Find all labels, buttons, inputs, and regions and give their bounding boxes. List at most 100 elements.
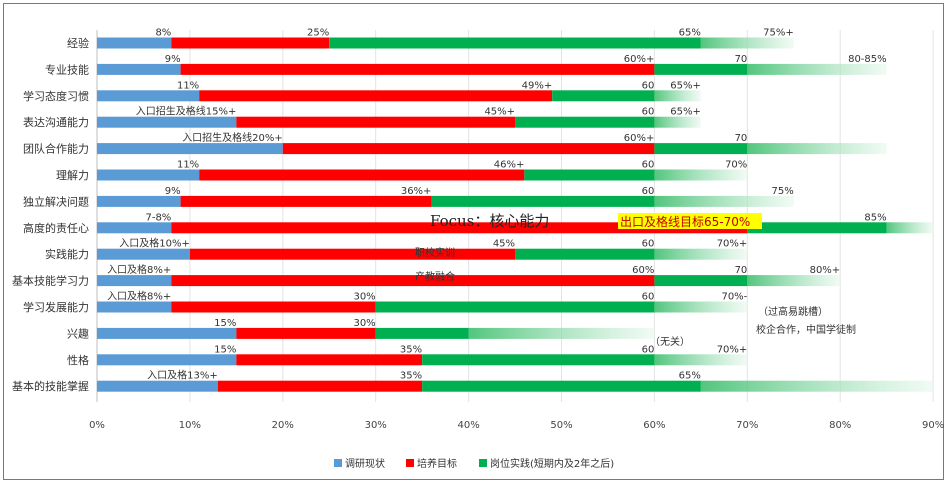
bar-practice-1	[654, 63, 748, 75]
label-practice-1: 70	[735, 54, 748, 65]
bar-status-4	[97, 143, 283, 155]
bar-tail-9	[747, 275, 841, 287]
bar-status-0	[97, 37, 172, 49]
legend-label-status: 调研现状	[345, 457, 385, 470]
bar-target-7	[171, 222, 748, 234]
label-status-2: 11%	[177, 80, 199, 91]
bar-status-6	[97, 195, 181, 207]
label-tail-5: 70%	[725, 160, 747, 171]
bar-tail-2	[654, 90, 701, 102]
bar-practice-7	[747, 222, 887, 234]
category-label-13: 基本的技能掌握	[12, 379, 89, 393]
label-status-6: 9%	[165, 186, 181, 197]
category-label-4: 团队合作能力	[23, 142, 89, 156]
legend-swatch-status	[334, 459, 342, 467]
legend-label-target: 培养目标	[417, 457, 457, 470]
bars	[97, 37, 934, 392]
label-practice-6: 60	[642, 186, 655, 197]
label-status-0: 8%	[155, 28, 171, 39]
label-practice-8: 60	[642, 239, 655, 250]
bar-practice-3	[515, 116, 655, 128]
legend-swatch-target	[406, 459, 414, 467]
bar-status-5	[97, 169, 200, 181]
bar-tail-7	[886, 222, 934, 234]
bar-practice-8	[515, 248, 655, 260]
label-target-6: 36%+	[401, 186, 432, 197]
label-tail-10: 70%-	[721, 292, 747, 303]
label-status-8: 入口及格10%+	[119, 237, 190, 250]
bar-status-11	[97, 327, 237, 339]
x-tick-label-8: 80%	[829, 420, 851, 431]
label-status-7: 7-8%	[145, 212, 171, 223]
legend-swatch-practice	[479, 459, 487, 467]
bar-practice-13	[422, 380, 701, 392]
bar-target-12	[236, 354, 423, 366]
legend: 调研现状 培养目标 岗位实践(短期内及2年之后)	[334, 457, 614, 470]
bar-tail-4	[747, 143, 887, 155]
label-target-1: 60%+	[624, 54, 655, 65]
bar-practice-11	[375, 327, 469, 339]
bar-status-7	[97, 222, 172, 234]
bar-tail-5	[654, 169, 748, 181]
bar-target-6	[180, 195, 432, 207]
bar-practice-12	[422, 354, 655, 366]
label-status-13: 入口及格13%+	[147, 369, 218, 382]
x-tick-label-9: 90%	[922, 420, 944, 431]
x-tick-label-6: 60%	[643, 420, 665, 431]
category-label-11: 兴趣	[67, 326, 89, 340]
bar-tail-6	[654, 195, 794, 207]
label-practice-13: 65%	[679, 371, 701, 382]
label-target-0: 25%	[307, 28, 329, 39]
bar-practice-10	[375, 301, 655, 313]
category-label-2: 学习态度习惯	[23, 89, 89, 103]
bar-tail-1	[747, 63, 887, 75]
category-label-1: 专业技能	[45, 62, 89, 76]
bar-tail-13	[700, 380, 934, 392]
bar-practice-9	[654, 275, 748, 287]
label-tail-1: 80-85%	[848, 54, 887, 65]
bar-target-11	[236, 327, 376, 339]
chart-frame	[3, 3, 944, 480]
label-practice-0: 65%	[679, 28, 701, 39]
label-status-4: 入口招生及格线20%+	[182, 131, 283, 144]
label-target-4: 60%+	[624, 133, 655, 144]
bar-practice-4	[654, 143, 748, 155]
label-target-13: 35%	[400, 371, 422, 382]
bar-practice-0	[329, 37, 701, 49]
category-label-0: 经验	[67, 36, 89, 50]
bar-status-1	[97, 63, 181, 75]
label-target-2: 49%+	[522, 80, 553, 91]
bar-practice-2	[552, 90, 655, 102]
category-label-3: 表达沟通能力	[23, 115, 89, 129]
bar-target-13	[217, 380, 423, 392]
bar-practice-5	[524, 169, 655, 181]
x-tick-label-0: 0%	[89, 420, 105, 431]
bar-target-5	[199, 169, 525, 181]
category-label-12: 性格	[67, 353, 89, 367]
school-training-annotation: 职校实训	[415, 246, 455, 259]
category-label-5: 理解力	[56, 168, 89, 182]
legend-label-practice: 岗位实践(短期内及2年之后)	[490, 457, 614, 470]
x-tick-label-4: 40%	[457, 420, 479, 431]
label-tail-9: 80%+	[810, 265, 841, 276]
label-status-12: 15%	[214, 344, 236, 355]
label-practice-3: 60	[642, 107, 655, 118]
label-practice-12: 60	[642, 344, 655, 355]
bar-target-1	[180, 63, 655, 75]
label-target-12: 35%	[400, 344, 422, 355]
label-practice-4: 70	[735, 133, 748, 144]
label-target-5: 46%+	[494, 160, 525, 171]
label-tail-0: 75%+	[763, 28, 794, 39]
labels: 0% 10% 20% 30% 40% 50% 60% 70% 80% 90% 经验 8% 25% 65% 7…	[12, 28, 944, 432]
category-label-8: 实践能力	[45, 247, 89, 261]
label-practice-9: 70	[735, 265, 748, 276]
category-label-10: 学习发展能力	[23, 300, 89, 314]
label-practice-2: 60	[642, 80, 655, 91]
category-label-6: 独立解决问题	[23, 194, 89, 208]
bar-target-10	[171, 301, 376, 313]
label-target-11: 30%	[353, 318, 375, 329]
category-label-7: 高度的责任心	[23, 221, 89, 235]
x-tick-label-5: 50%	[550, 420, 572, 431]
no-need-annotation: （无关）	[650, 335, 690, 348]
label-target-10: 30%	[353, 292, 375, 303]
